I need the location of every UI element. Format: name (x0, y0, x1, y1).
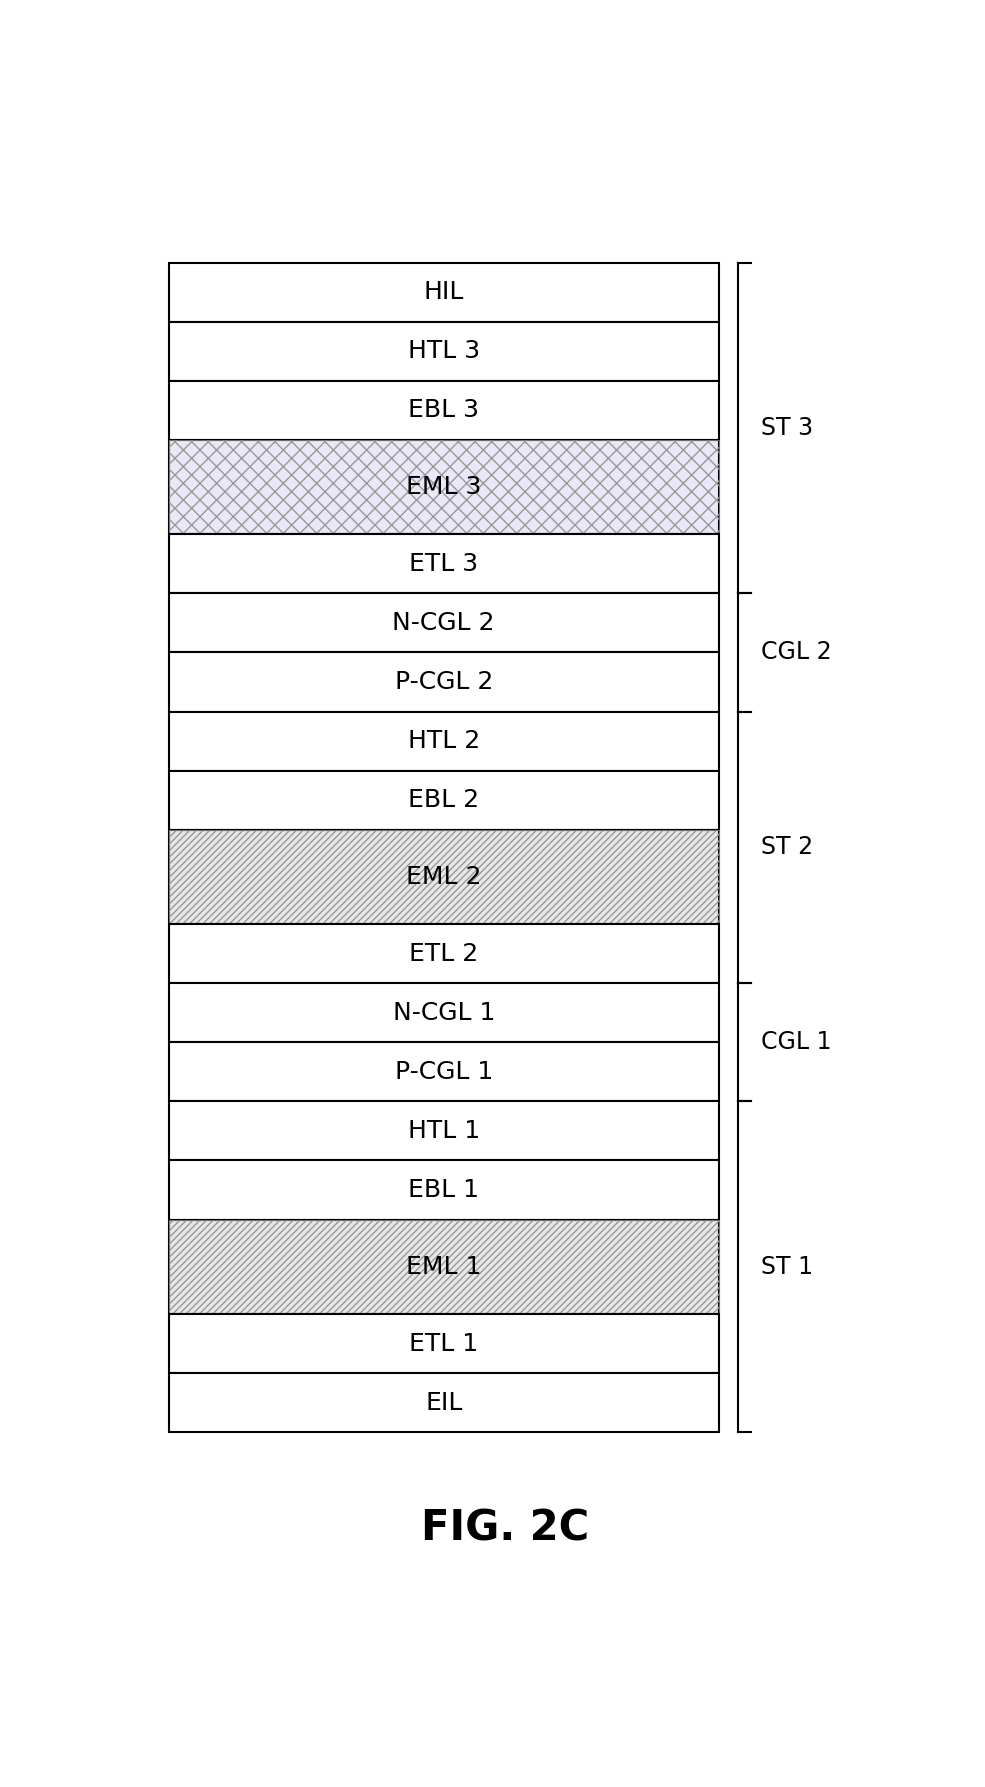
Bar (169, 322, 719, 381)
Text: ST 3: ST 3 (760, 416, 813, 440)
Text: EML 2: EML 2 (406, 865, 482, 888)
Bar (169, 440, 719, 534)
Bar (169, 381, 719, 440)
Bar (169, 440, 719, 534)
Text: P-CGL 2: P-CGL 2 (395, 670, 492, 693)
Bar (169, 1042, 719, 1101)
Bar (169, 1372, 719, 1431)
Bar (169, 1219, 719, 1313)
Text: EML 1: EML 1 (406, 1254, 482, 1279)
Text: CGL 2: CGL 2 (760, 640, 831, 665)
Text: EBL 3: EBL 3 (408, 399, 480, 422)
Text: P-CGL 1: P-CGL 1 (395, 1060, 492, 1085)
Bar (169, 593, 719, 652)
Text: EBL 1: EBL 1 (408, 1178, 480, 1203)
Text: ST 1: ST 1 (760, 1254, 813, 1279)
Bar (169, 829, 719, 924)
Bar (169, 652, 719, 711)
Text: HTL 3: HTL 3 (408, 340, 480, 363)
Bar (169, 1101, 719, 1160)
Bar (169, 1313, 719, 1372)
Text: N-CGL 2: N-CGL 2 (392, 611, 495, 634)
Text: EBL 2: EBL 2 (408, 788, 480, 811)
Bar (169, 1160, 719, 1219)
Bar (169, 263, 719, 322)
Bar (169, 534, 719, 593)
Text: EML 3: EML 3 (406, 475, 482, 499)
Text: CGL 1: CGL 1 (760, 1031, 831, 1054)
Text: ETL 1: ETL 1 (409, 1331, 479, 1356)
Bar (169, 983, 719, 1042)
Bar (169, 711, 719, 770)
Bar (169, 770, 719, 829)
Text: ETL 3: ETL 3 (409, 552, 479, 575)
Text: N-CGL 1: N-CGL 1 (393, 1001, 494, 1024)
Text: HTL 2: HTL 2 (408, 729, 480, 752)
Text: FIG. 2C: FIG. 2C (421, 1508, 589, 1549)
Text: ST 2: ST 2 (760, 835, 813, 860)
Text: ETL 2: ETL 2 (409, 942, 479, 965)
Text: EIL: EIL (426, 1390, 462, 1415)
Bar (169, 924, 719, 983)
Text: HIL: HIL (424, 281, 464, 304)
Text: HTL 1: HTL 1 (408, 1119, 480, 1144)
Bar (169, 1219, 719, 1313)
Bar (169, 829, 719, 924)
